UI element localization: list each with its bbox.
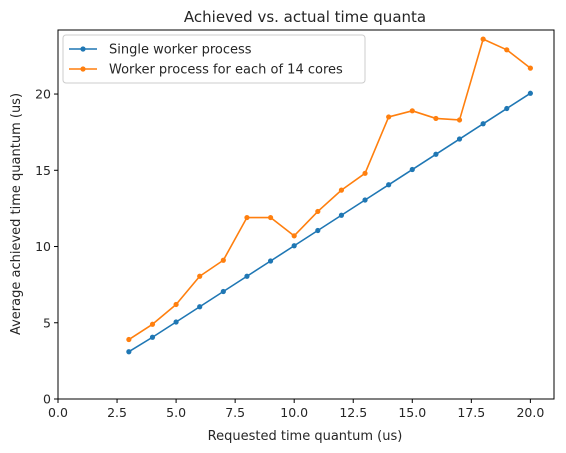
- data-point: [386, 114, 392, 120]
- data-point: [126, 349, 132, 355]
- data-point: [173, 319, 179, 325]
- legend-box: [62, 34, 366, 84]
- legend: Single worker process Worker process for …: [62, 34, 366, 84]
- legend-label: Worker process for each of 14 cores: [109, 63, 343, 78]
- data-point: [480, 121, 486, 127]
- data-point: [267, 214, 274, 221]
- data-point: [504, 47, 510, 53]
- data-point: [126, 336, 132, 343]
- data-point: [480, 36, 486, 42]
- y-tick-label: 0: [43, 392, 51, 407]
- y-tick-label: 15: [35, 163, 51, 178]
- data-point: [527, 90, 533, 96]
- plot-area: [126, 36, 533, 355]
- data-point: [197, 273, 203, 279]
- y-tick-label: 5: [43, 315, 51, 330]
- legend-marker: [80, 66, 86, 72]
- data-point: [504, 105, 510, 112]
- data-point: [456, 136, 463, 142]
- series-2: [126, 36, 533, 343]
- data-point: [244, 273, 250, 279]
- data-point: [315, 208, 321, 215]
- data-point: [456, 117, 463, 123]
- x-tick-label: 5.0: [166, 405, 186, 420]
- data-point: [244, 214, 250, 221]
- series-line: [128, 38, 531, 341]
- legend-label: Single worker process: [109, 43, 252, 58]
- data-point: [291, 233, 297, 239]
- data-point: [409, 166, 415, 173]
- x-tick-label: 7.5: [225, 405, 245, 420]
- chart-title: Achieved vs. actual time quanta: [184, 8, 426, 26]
- plot-frame: [57, 29, 555, 400]
- data-point: [149, 321, 156, 327]
- data-point: [220, 288, 226, 295]
- data-point: [315, 227, 321, 234]
- data-point: [527, 65, 533, 71]
- data-point: [409, 108, 415, 114]
- y-tick-label: 10: [35, 239, 51, 254]
- x-tick-label: 12.5: [339, 405, 367, 420]
- legend-marker: [80, 46, 86, 52]
- y-axis-label: Average achieved time quantum (us): [9, 93, 24, 335]
- data-point: [267, 258, 274, 264]
- x-tick-label: 17.5: [457, 405, 485, 420]
- x-tick-label: 0.0: [48, 405, 68, 420]
- series-line: [128, 92, 531, 353]
- data-point: [362, 170, 368, 176]
- x-tick-label: 15.0: [398, 405, 426, 420]
- data-point: [173, 301, 179, 308]
- data-point: [338, 212, 345, 218]
- axis-ticks: 0.0 2.5 5.0 7.5 10.0 12.5 15.0 17.5 20.0 0 5 10 15 20: [35, 87, 544, 420]
- data-point: [197, 304, 203, 310]
- x-tick-label: 10.0: [280, 405, 308, 420]
- data-point: [338, 187, 345, 193]
- x-tick-label: 2.5: [107, 405, 127, 420]
- y-tick-label: 20: [35, 87, 51, 102]
- x-axis-label: Requested time quantum (us): [208, 429, 403, 444]
- series-1: [126, 90, 533, 355]
- data-point: [386, 182, 392, 188]
- data-point: [220, 257, 226, 263]
- x-tick-label: 20.0: [516, 405, 544, 420]
- data-point: [362, 197, 368, 203]
- data-point: [433, 115, 439, 122]
- data-point: [433, 151, 439, 157]
- data-point: [291, 243, 297, 249]
- data-point: [149, 334, 156, 340]
